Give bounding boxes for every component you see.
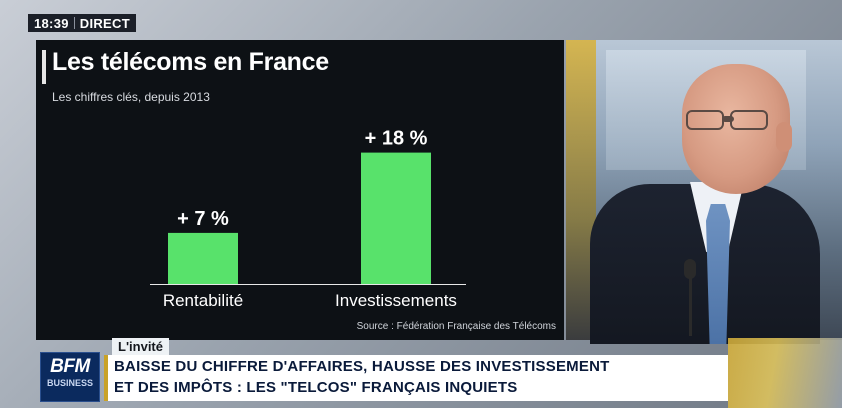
bar-value-label-1: + 18 % (365, 128, 428, 150)
chart-panel: Les télécoms en France Les chiffres clés… (36, 40, 564, 340)
microphone-stand (689, 276, 692, 336)
live-clock: 18:39 DIRECT (28, 14, 136, 32)
guest-video (590, 64, 820, 344)
guest-tag: L'invité (112, 338, 169, 355)
live-status: DIRECT (79, 15, 130, 31)
banner-tail (728, 338, 842, 408)
headline-stripe (104, 355, 108, 401)
chart-title: Les télécoms en France (52, 48, 329, 76)
bar-value-label-0: + 7 % (177, 208, 229, 230)
guest-glasses (686, 110, 774, 130)
bar-chart: + 7 % Rentabilité + 18 % Investissements (150, 128, 466, 310)
headline-line-1: BAISSE DU CHIFFRE D'AFFAIRES, HAUSSE DES… (114, 358, 610, 375)
chart-source: Source : Fédération Française des Téléco… (356, 321, 556, 332)
title-accent-bar (42, 50, 46, 84)
category-label-1: Investissements (335, 291, 457, 310)
guest-tie (706, 204, 730, 344)
clock-time: 18:39 (34, 15, 69, 31)
headline-banner: BAISSE DU CHIFFRE D'AFFAIRES, HAUSSE DES… (104, 355, 728, 401)
headline-line-2: ET DES IMPÔTS : LES "TELCOS" FRANÇAIS IN… (114, 379, 518, 396)
category-label-0: Rentabilité (163, 291, 243, 310)
bar-0 (168, 232, 238, 284)
clock-separator (73, 17, 75, 29)
guest-ear (776, 122, 792, 152)
bfm-business-logo: BFM BUSINESS (40, 352, 100, 402)
microphone-icon (684, 259, 696, 279)
logo-sub: BUSINESS (46, 378, 93, 388)
bar-1 (361, 152, 431, 284)
logo-brand: BFM (50, 356, 90, 377)
chart-subtitle: Les chiffres clés, depuis 2013 (52, 90, 210, 104)
